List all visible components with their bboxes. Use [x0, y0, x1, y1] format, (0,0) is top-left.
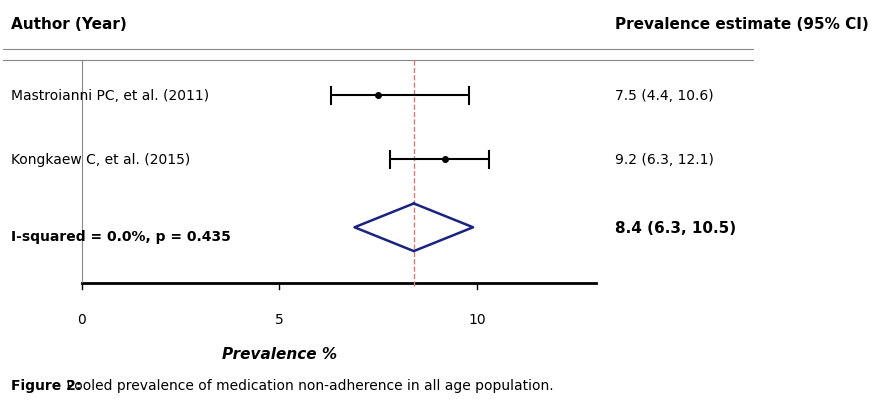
- Text: Kongkaew C, et al. (2015): Kongkaew C, et al. (2015): [11, 153, 190, 167]
- Text: 5: 5: [275, 313, 284, 327]
- Text: 9.2 (6.3, 12.1): 9.2 (6.3, 12.1): [615, 153, 714, 167]
- Text: Prevalence estimate (95% CI): Prevalence estimate (95% CI): [615, 17, 869, 31]
- Text: 10: 10: [469, 313, 486, 327]
- Text: Pooled prevalence of medication non-adherence in all age population.: Pooled prevalence of medication non-adhe…: [62, 378, 553, 392]
- Text: Figure 2:: Figure 2:: [11, 378, 81, 392]
- Text: 8.4 (6.3, 10.5): 8.4 (6.3, 10.5): [615, 220, 736, 235]
- Text: Author (Year): Author (Year): [11, 17, 126, 31]
- Text: Prevalence %: Prevalence %: [222, 347, 337, 361]
- Text: I-squared = 0.0%, p = 0.435: I-squared = 0.0%, p = 0.435: [11, 229, 231, 243]
- Text: 0: 0: [78, 313, 87, 327]
- Text: Mastroianni PC, et al. (2011): Mastroianni PC, et al. (2011): [11, 89, 209, 103]
- Text: 7.5 (4.4, 10.6): 7.5 (4.4, 10.6): [615, 89, 714, 103]
